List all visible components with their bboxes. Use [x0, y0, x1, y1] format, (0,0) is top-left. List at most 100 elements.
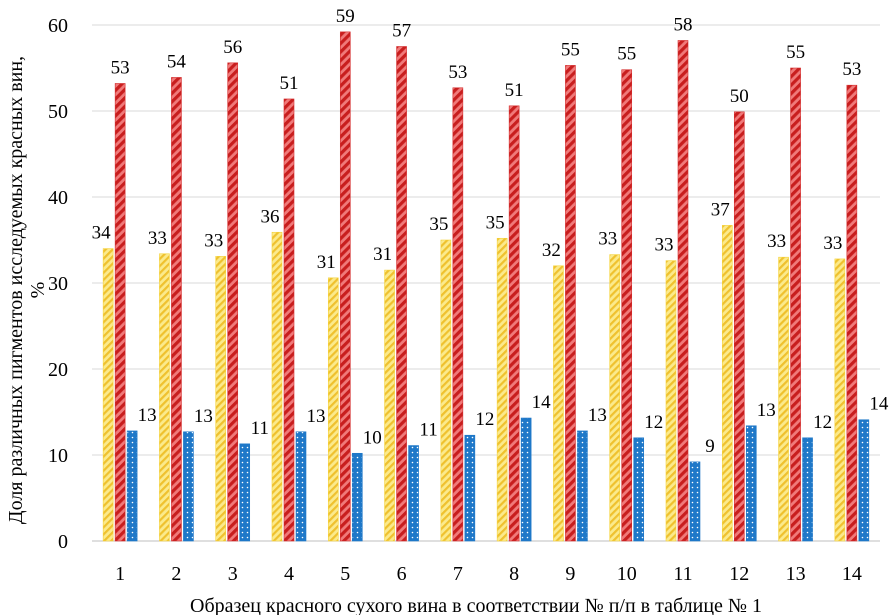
x-tick-label-1: 1: [115, 563, 125, 585]
bar-series-3-cat-12: [745, 425, 757, 542]
x-tick-label-13: 13: [786, 563, 806, 585]
y-axis-title-line-1: Доля различных пигментов исследуемых кра…: [5, 56, 27, 524]
data-label-series-2-cat-8: 51: [505, 80, 524, 101]
data-label-series-1-cat-2: 33: [148, 228, 167, 249]
bar-series-1-cat-8: [496, 237, 508, 542]
x-axis-ticks: 1 2 3 4 5 6 7 8 9 10 11 12 13 14: [115, 563, 862, 585]
bar-series-3-cat-5: [351, 452, 363, 542]
data-label-series-1-cat-14: 33: [823, 233, 842, 254]
y-tick-label-0: 0: [58, 531, 68, 553]
data-label-series-3-cat-11: 9: [705, 436, 715, 457]
bar-series-3-cat-7: [464, 434, 476, 542]
x-tick-label-9: 9: [565, 563, 575, 585]
bar-series-3-cat-14: [858, 419, 870, 542]
data-label-series-3-cat-14: 14: [869, 394, 889, 415]
data-label-series-2-cat-12: 50: [730, 86, 749, 107]
y-axis-title-line-2: %: [27, 282, 49, 299]
data-label-series-2-cat-1: 53: [111, 57, 130, 78]
bar-series-1-cat-7: [440, 239, 452, 542]
x-axis-title: Образец красного сухого вина в соответст…: [190, 595, 762, 615]
data-label-series-1-cat-11: 33: [655, 235, 674, 256]
data-label-series-2-cat-11: 58: [674, 14, 693, 35]
data-label-series-3-cat-2: 13: [194, 406, 213, 427]
data-label-series-2-cat-6: 57: [392, 21, 411, 42]
x-tick-label-8: 8: [509, 563, 519, 585]
bar-series-2-cat-10: [621, 69, 633, 542]
bar-series-2-cat-13: [790, 67, 801, 542]
data-label-series-3-cat-10: 12: [644, 412, 663, 433]
y-tick-label-10: 10: [48, 445, 68, 467]
bar-series-1-cat-14: [834, 258, 846, 542]
bar-series-1-cat-13: [778, 256, 789, 542]
data-label-series-1-cat-3: 33: [204, 230, 223, 251]
x-tick-label-6: 6: [397, 563, 407, 585]
data-label-series-1-cat-4: 36: [261, 206, 280, 227]
bar-series-2-cat-9: [565, 65, 576, 542]
bar-series-2-cat-12: [733, 111, 745, 542]
bar-series-1-cat-4: [271, 231, 283, 542]
x-tick-label-4: 4: [284, 563, 294, 585]
bar-series-3-cat-6: [408, 445, 419, 542]
y-axis-ticks: 0 10 20 30 40 50 60: [48, 15, 68, 553]
bar-series-1-cat-11: [665, 260, 677, 542]
y-tick-label-30: 30: [48, 273, 68, 295]
bar-series-1-cat-3: [215, 256, 227, 542]
bar-series-1-cat-1: [102, 248, 114, 542]
data-label-series-2-cat-3: 56: [223, 37, 242, 58]
bar-series-2-cat-2: [171, 77, 182, 542]
bar-series-3-cat-1: [126, 430, 138, 542]
bar-series-2-cat-1: [114, 83, 126, 542]
bar-series-2-cat-14: [846, 84, 858, 542]
data-label-series-2-cat-13: 55: [786, 42, 805, 63]
data-label-series-2-cat-7: 53: [448, 62, 467, 83]
bars: [102, 31, 870, 542]
bar-series-3-cat-10: [633, 437, 645, 542]
data-label-series-2-cat-5: 59: [336, 6, 355, 27]
bar-series-2-cat-5: [339, 31, 351, 542]
data-label-series-3-cat-9: 13: [588, 405, 607, 426]
data-label-series-2-cat-10: 55: [617, 44, 636, 65]
x-tick-label-12: 12: [729, 563, 749, 585]
bar-series-2-cat-11: [677, 40, 689, 542]
data-label-series-3-cat-7: 12: [475, 409, 494, 430]
data-label-series-1-cat-9: 32: [542, 240, 561, 261]
x-tick-label-3: 3: [228, 563, 238, 585]
y-tick-label-20: 20: [48, 359, 68, 381]
data-label-series-1-cat-5: 31: [317, 252, 336, 273]
bar-series-3-cat-9: [577, 430, 588, 542]
data-label-series-3-cat-3: 11: [251, 418, 269, 439]
data-label-series-1-cat-13: 33: [767, 231, 786, 252]
bar-series-3-cat-8: [520, 417, 532, 542]
data-label-series-1-cat-8: 35: [486, 212, 505, 233]
data-label-series-2-cat-9: 55: [561, 39, 580, 60]
data-label-series-3-cat-1: 13: [138, 405, 157, 426]
x-tick-label-11: 11: [673, 563, 692, 585]
bar-series-2-cat-6: [396, 46, 407, 542]
data-label-series-1-cat-7: 35: [429, 214, 448, 235]
bar-series-1-cat-6: [384, 269, 395, 542]
data-label-series-1-cat-12: 37: [711, 199, 730, 220]
bar-series-2-cat-3: [227, 62, 239, 542]
data-label-series-3-cat-6: 11: [419, 420, 437, 441]
bar-series-1-cat-5: [327, 277, 339, 542]
data-label-series-2-cat-14: 53: [842, 59, 861, 80]
data-label-series-1-cat-1: 34: [92, 223, 112, 244]
x-tick-label-14: 14: [842, 563, 862, 585]
data-label-series-3-cat-5: 10: [363, 427, 382, 448]
bar-series-3-cat-3: [239, 443, 251, 542]
bar-series-3-cat-4: [295, 431, 307, 542]
data-label-series-2-cat-2: 54: [167, 51, 187, 72]
data-label-series-2-cat-4: 51: [280, 73, 299, 94]
x-tick-label-5: 5: [340, 563, 350, 585]
y-tick-label-50: 50: [48, 101, 68, 123]
data-label-series-3-cat-4: 13: [307, 406, 326, 427]
x-axis-title-group: Образец красного сухого вина в соответст…: [190, 595, 762, 615]
bar-series-3-cat-11: [689, 461, 701, 542]
bar-series-1-cat-12: [721, 225, 733, 542]
bar-series-2-cat-7: [452, 87, 464, 542]
data-label-series-3-cat-12: 13: [757, 400, 776, 421]
bar-series-1-cat-10: [609, 254, 621, 542]
data-label-series-1-cat-6: 31: [373, 244, 392, 265]
x-tick-label-7: 7: [453, 563, 463, 585]
